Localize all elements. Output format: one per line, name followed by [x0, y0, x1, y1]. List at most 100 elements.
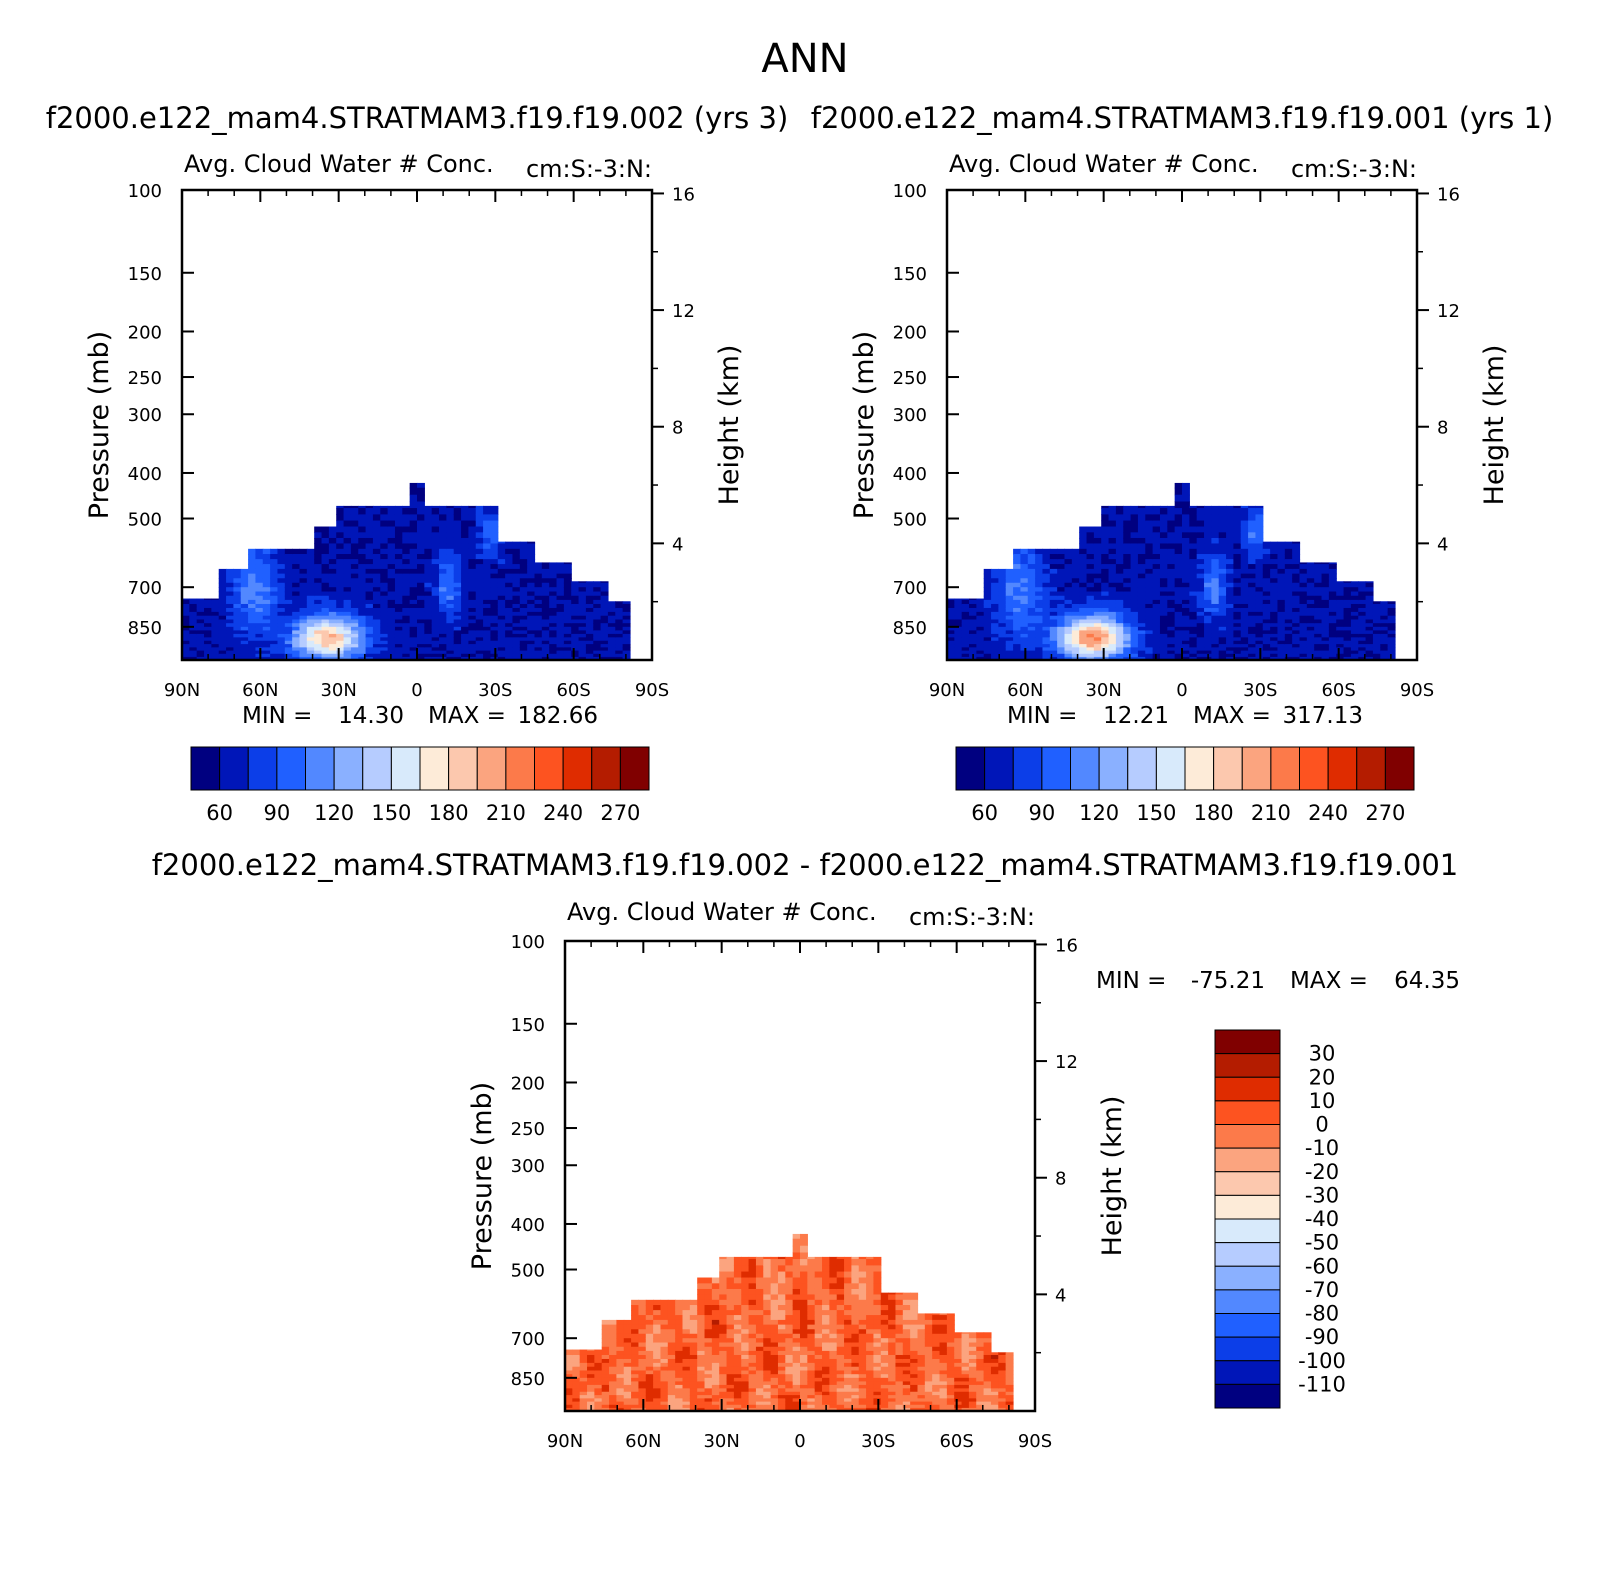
contour-cell — [1167, 559, 1176, 565]
contour-cell — [218, 591, 227, 597]
contour-cell — [1137, 526, 1146, 533]
contour-cell — [719, 1407, 728, 1411]
contour-cell — [770, 1384, 779, 1389]
contour-cell — [792, 1271, 801, 1279]
contour-cell — [1292, 559, 1301, 565]
contour-cell — [270, 607, 279, 613]
contour-cell — [1057, 568, 1066, 575]
contour-cell — [726, 1319, 735, 1326]
contour-cell — [240, 637, 249, 642]
contour-cell — [601, 1388, 610, 1393]
contour-cell — [549, 587, 558, 593]
contour-cell — [1027, 591, 1036, 597]
contour-cell — [1145, 599, 1154, 605]
contour-cell — [1196, 520, 1205, 528]
contour-cell — [431, 537, 440, 545]
contour-cell — [1189, 520, 1198, 528]
contour-cell — [541, 599, 550, 605]
contour-cell — [733, 1338, 742, 1344]
contour-cell — [563, 595, 572, 601]
contour-cell — [689, 1299, 698, 1306]
contour-cell — [777, 1358, 786, 1364]
contour-cell — [1299, 615, 1308, 621]
contour-cell — [733, 1294, 742, 1301]
contour-cell — [844, 1350, 852, 1356]
contour-cell — [1196, 537, 1205, 545]
contour-cell — [1115, 656, 1124, 660]
contour-cell — [571, 650, 580, 655]
contour-cell — [998, 578, 1007, 584]
contour-cell — [755, 1401, 764, 1406]
contour-cell — [1292, 630, 1301, 635]
contour-cell — [1108, 619, 1117, 624]
contour-cell — [439, 591, 447, 597]
contour-cell — [417, 564, 425, 570]
contour-cell — [240, 650, 249, 655]
contour-cell — [800, 1342, 808, 1348]
contour-cell — [1196, 578, 1205, 584]
colorbar-swatch — [362, 746, 392, 791]
contour-cell — [1020, 548, 1029, 555]
contour-cell — [446, 554, 455, 560]
contour-cell — [777, 1310, 786, 1316]
contour-cell — [1086, 573, 1095, 579]
contour-cell — [1049, 599, 1058, 605]
contour-cell — [777, 1377, 786, 1382]
contour-cell — [814, 1305, 823, 1311]
contour-cell — [1020, 564, 1029, 570]
contour-cell — [653, 1398, 662, 1403]
contour-cell — [579, 1350, 588, 1356]
contour-cell — [1321, 599, 1330, 605]
contour-cell — [616, 1358, 625, 1364]
contour-cell — [1079, 559, 1088, 565]
contour-cell — [719, 1374, 728, 1379]
contour-cell — [519, 564, 528, 570]
contour-cell — [726, 1342, 735, 1348]
contour-cell — [719, 1338, 728, 1344]
contour-cell — [262, 640, 271, 645]
contour-cell — [1020, 578, 1029, 584]
contour-cell — [255, 582, 264, 588]
contour-cell — [417, 619, 425, 624]
contour-cell — [777, 1350, 786, 1356]
contour-cell — [483, 637, 492, 642]
contour-cell — [321, 619, 330, 624]
contour-cell — [1218, 644, 1227, 648]
contour-cell — [829, 1324, 838, 1330]
contour-cell — [585, 599, 594, 605]
contour-cell — [822, 1391, 830, 1396]
contour-cell — [1182, 653, 1190, 658]
contour-cell — [336, 611, 345, 617]
contour-cell — [1145, 532, 1154, 539]
contour-cell — [748, 1333, 757, 1339]
contour-cell — [292, 644, 301, 648]
contour-cell — [1174, 494, 1183, 503]
contour-cell — [1248, 603, 1257, 609]
contour-cell — [226, 653, 234, 658]
contour-cell — [505, 637, 514, 642]
contour-cell — [836, 1407, 845, 1411]
contour-cell — [704, 1294, 713, 1301]
contour-cell — [453, 548, 462, 555]
panel-2-min-label: MIN = — [1007, 703, 1077, 729]
contour-cell — [587, 1374, 595, 1379]
contour-cell — [667, 1358, 676, 1364]
contour-cell — [607, 619, 616, 624]
contour-cell — [741, 1366, 750, 1372]
contour-cell — [1152, 554, 1161, 560]
contour-cell — [1115, 653, 1124, 658]
contour-cell — [653, 1407, 662, 1411]
contour-cell — [1365, 640, 1374, 645]
contour-cell — [711, 1374, 720, 1379]
contour-cell — [1182, 543, 1190, 550]
contour-cell — [1115, 603, 1124, 609]
contour-cell — [1137, 595, 1146, 601]
contour-cell — [226, 630, 234, 635]
contour-cell — [549, 603, 558, 609]
contour-cell — [1145, 640, 1154, 645]
contour-cell — [365, 578, 374, 584]
contour-cell — [1130, 656, 1139, 660]
contour-cell — [409, 587, 418, 593]
contour-cell — [755, 1366, 764, 1372]
contour-cell — [1101, 603, 1110, 609]
